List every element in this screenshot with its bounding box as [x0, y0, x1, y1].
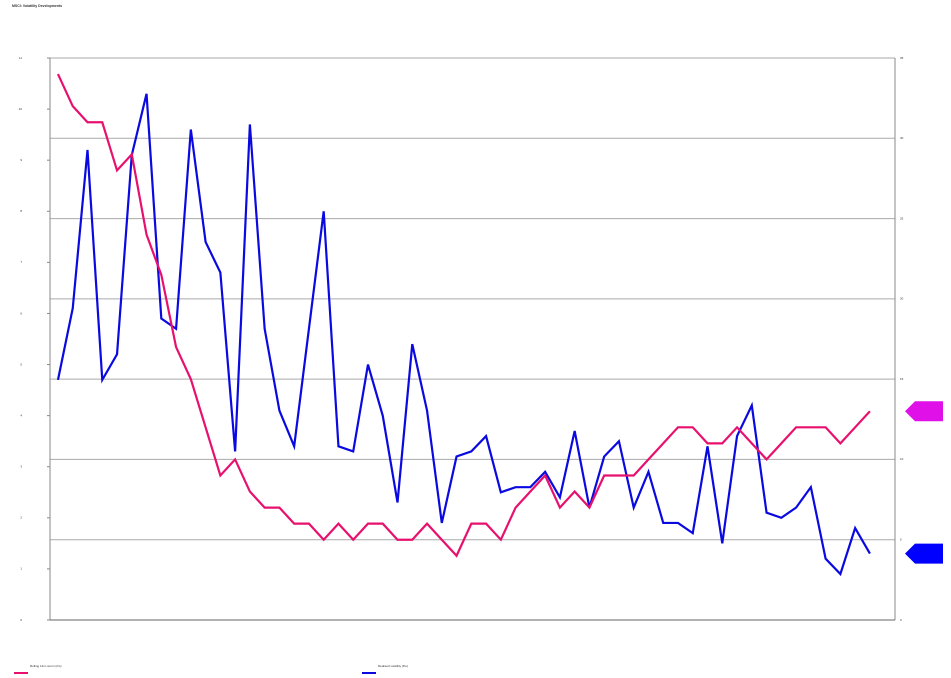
- value-tag: [905, 401, 943, 422]
- y-tick-label: 2: [20, 516, 22, 520]
- y2-tick-label: 5: [900, 538, 902, 542]
- y-tick-label: 3: [20, 465, 22, 469]
- y-tick-label: 4: [20, 413, 22, 417]
- y-tick-label: 11: [19, 56, 22, 60]
- y2-tick-label: 25: [900, 216, 904, 220]
- y2-tick-label: 0: [900, 618, 902, 622]
- y2-tick-label: 15: [900, 377, 904, 381]
- y-tick-label: 1: [20, 567, 22, 571]
- y-tick-label: 6: [20, 311, 22, 315]
- y-tick-label: 9: [20, 158, 22, 162]
- legend-label: Realised volatility (lhs): [378, 664, 408, 668]
- y2-tick-label: 35: [900, 56, 904, 60]
- y-tick-label: 0: [20, 618, 22, 622]
- chart-title: MSCI: Volatility Developments: [12, 4, 62, 8]
- y-tick-label: 7: [20, 260, 22, 264]
- series-line: [56, 93, 871, 577]
- y2-tick-label: 30: [900, 136, 904, 140]
- y2-tick-label: 10: [900, 457, 904, 461]
- legend-label: Rolling 12m return (rhs): [30, 664, 62, 668]
- y-tick-label: 5: [20, 362, 22, 366]
- series-line: [56, 73, 871, 558]
- y-tick-label: 8: [20, 209, 22, 213]
- y-tick-label: 10: [19, 107, 23, 111]
- value-tag: [905, 543, 943, 564]
- y2-tick-label: 20: [900, 297, 904, 301]
